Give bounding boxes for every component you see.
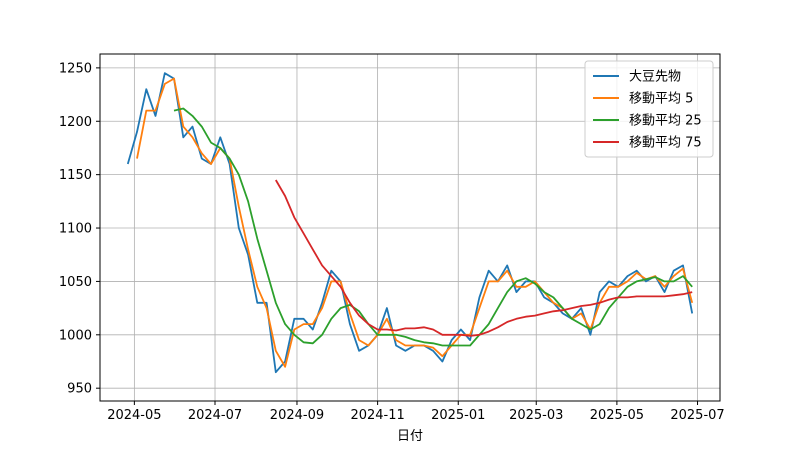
plot-frame [99, 53, 721, 402]
x-tick-label: 2025-07 [670, 408, 724, 423]
legend-label: 移動平均 75 [629, 136, 702, 151]
y-tick-label: 1100 [59, 222, 92, 237]
x-tick-label: 2025-01 [431, 408, 485, 423]
series-line [173, 107, 693, 347]
y-tick-label: 1050 [59, 275, 92, 290]
y-tick-label: 1250 [59, 61, 92, 76]
x-tick-label: 2024-09 [270, 408, 324, 423]
x-tick-label: 2024-05 [107, 408, 161, 423]
x-tick-label: 2024-07 [188, 408, 242, 423]
legend-box [584, 60, 714, 158]
legend-label: 大豆先物 [629, 70, 681, 85]
x-tick-label: 2024-11 [350, 408, 404, 423]
legend-label: 移動平均 5 [629, 92, 693, 107]
x-tick-label: 2025-03 [509, 408, 563, 423]
legend-label: 移動平均 25 [629, 114, 702, 129]
y-tick-label: 1000 [59, 328, 92, 343]
y-tick-label: 1200 [59, 115, 92, 130]
y-tick-label: 950 [67, 382, 92, 397]
x-axis-label: 日付 [397, 429, 423, 444]
series-line [126, 72, 694, 374]
y-tick-label: 1150 [59, 168, 92, 183]
series-line [275, 179, 693, 337]
x-tick-label: 2025-05 [590, 408, 644, 423]
